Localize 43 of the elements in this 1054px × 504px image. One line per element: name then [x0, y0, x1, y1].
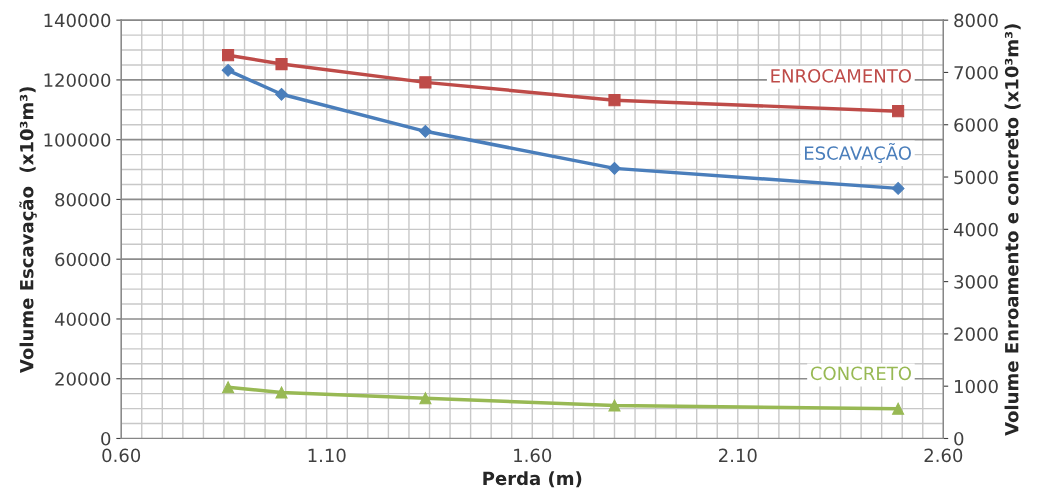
x-tick-label: 2.10	[719, 448, 757, 463]
series-label: ENROCAMENTO	[771, 68, 911, 83]
point	[608, 161, 621, 175]
y-tick-label: 100000	[44, 133, 111, 147]
y2-tick-label: 7000	[954, 65, 998, 80]
x-tick-label: 0.60	[102, 448, 141, 463]
y2-tick-label: 0	[954, 431, 964, 446]
y-axis-title: Volume Escavação (x10³m³)	[19, 87, 37, 373]
point	[275, 386, 288, 399]
point	[275, 87, 288, 101]
y2-axis-title: Volume Enroamento e concreto (x10³m³)	[1004, 24, 1021, 436]
series-label: CONCRETO	[810, 366, 911, 381]
y2-tick-label: 5000	[954, 170, 998, 185]
y-tick-label: 80000	[55, 192, 111, 207]
point	[222, 381, 235, 394]
x-tick-label: 2.60	[924, 448, 963, 463]
point	[608, 94, 621, 107]
x-axis-title: Perda (m)	[483, 471, 582, 488]
point	[275, 58, 288, 71]
x-tick-label: 1.10	[308, 448, 346, 463]
point	[419, 392, 432, 405]
point	[608, 399, 621, 412]
point	[419, 76, 432, 89]
y-tick-label: 40000	[54, 312, 111, 327]
point	[891, 181, 905, 195]
point	[418, 124, 432, 138]
y2-tick-label: 8000	[954, 13, 998, 28]
point	[221, 63, 235, 77]
y2-tick-label: 1000	[955, 379, 998, 394]
x-tick-label: 1.60	[514, 448, 552, 463]
point	[892, 105, 905, 118]
y-tick-label: 60000	[55, 252, 111, 267]
y2-tick-label: 2000	[954, 327, 998, 342]
y-tick-label: 120000	[44, 73, 111, 88]
y2-tick-label: 6000	[954, 118, 998, 132]
y-tick-label: 140000	[44, 13, 111, 28]
y-tick-label: 20000	[55, 372, 111, 386]
y-tick-label: 0	[101, 431, 111, 446]
point	[892, 402, 905, 415]
y2-tick-label: 3000	[954, 275, 998, 289]
point	[222, 49, 235, 62]
series-label: ESCAVAÇÃO	[805, 143, 911, 164]
y2-tick-label: 4000	[953, 222, 998, 237]
